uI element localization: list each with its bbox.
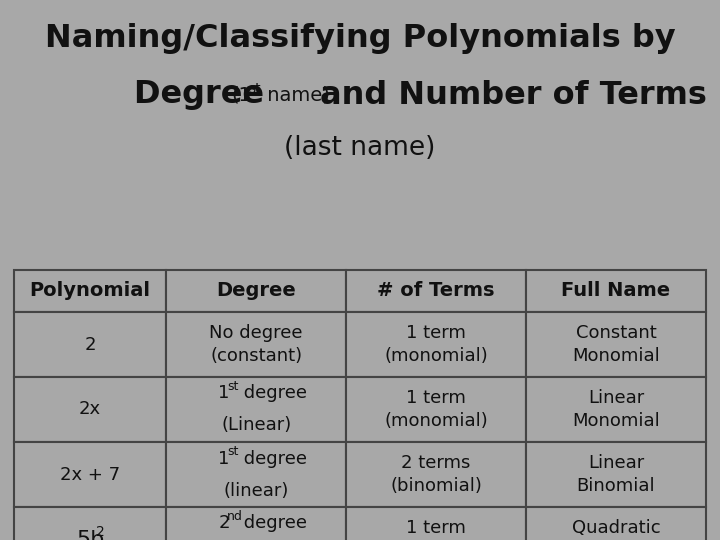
Bar <box>166 312 346 377</box>
Text: Linear
Monomial: Linear Monomial <box>572 389 660 430</box>
Text: 1: 1 <box>218 449 230 468</box>
Text: degree: degree <box>238 384 307 402</box>
Text: and Number of Terms: and Number of Terms <box>320 79 707 111</box>
Bar <box>346 312 526 377</box>
Bar <box>346 442 526 507</box>
Bar <box>166 377 346 442</box>
Text: Naming/Classifying Polynomials by: Naming/Classifying Polynomials by <box>45 23 675 53</box>
Text: Quadratic
Monomial: Quadratic Monomial <box>572 519 660 540</box>
Text: Full Name: Full Name <box>562 281 670 300</box>
Bar <box>526 442 706 507</box>
Text: Polynomial: Polynomial <box>30 281 150 300</box>
Text: 1 term
(monomial): 1 term (monomial) <box>384 389 488 430</box>
Text: No degree
(constant): No degree (constant) <box>210 323 303 365</box>
Text: Constant
Monomial: Constant Monomial <box>572 323 660 365</box>
Bar <box>346 377 526 442</box>
Bar <box>166 270 346 312</box>
Bar <box>14 270 166 312</box>
Text: 2x + 7: 2x + 7 <box>60 465 120 483</box>
Text: 5b: 5b <box>76 530 105 540</box>
Text: degree: degree <box>238 449 307 468</box>
Text: degree: degree <box>238 515 307 532</box>
Text: st: st <box>227 380 238 393</box>
Bar <box>346 270 526 312</box>
Text: (Linear): (Linear) <box>221 416 292 435</box>
Bar <box>526 377 706 442</box>
Text: (last name): (last name) <box>284 135 436 161</box>
Text: # of Terms: # of Terms <box>377 281 495 300</box>
Bar <box>14 377 166 442</box>
Text: 2: 2 <box>84 335 96 354</box>
Text: Degree: Degree <box>134 79 275 111</box>
Text: Linear
Binomial: Linear Binomial <box>577 454 655 495</box>
Bar <box>14 442 166 507</box>
Text: name): name) <box>261 85 336 105</box>
Text: 1 term
(monomial): 1 term (monomial) <box>384 519 488 540</box>
Bar <box>526 507 706 540</box>
Text: 2: 2 <box>218 515 230 532</box>
Bar <box>14 507 166 540</box>
Text: 2: 2 <box>96 524 104 538</box>
Text: Degree: Degree <box>216 281 296 300</box>
Text: nd: nd <box>227 510 243 523</box>
Text: 2 terms
(binomial): 2 terms (binomial) <box>390 454 482 495</box>
Text: (1: (1 <box>232 85 251 105</box>
Bar <box>346 507 526 540</box>
Text: (linear): (linear) <box>223 482 289 500</box>
Bar <box>166 507 346 540</box>
Text: 1: 1 <box>218 384 230 402</box>
Bar <box>526 270 706 312</box>
Text: 2x: 2x <box>79 401 102 418</box>
Text: st: st <box>227 445 238 458</box>
Text: st: st <box>248 82 261 96</box>
Bar <box>166 442 346 507</box>
Bar <box>14 312 166 377</box>
Bar <box>526 312 706 377</box>
Text: 1 term
(monomial): 1 term (monomial) <box>384 323 488 365</box>
